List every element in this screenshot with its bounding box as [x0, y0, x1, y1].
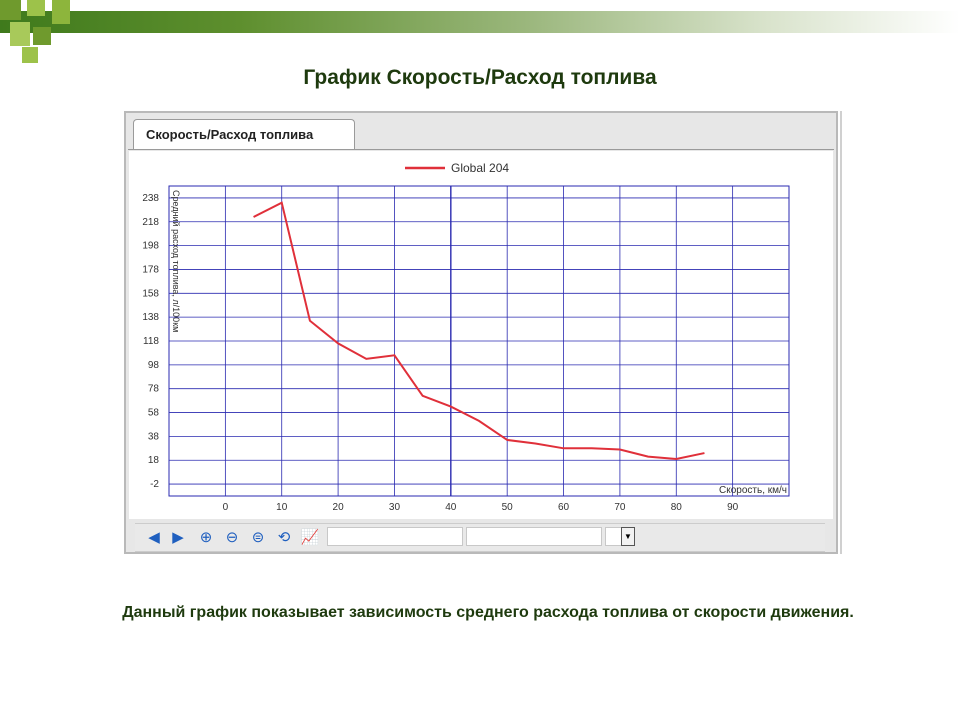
toolbar-field-1[interactable]	[327, 527, 463, 546]
series-line	[253, 201, 705, 461]
x-tick-label: 50	[502, 502, 514, 513]
zoom-out-icon[interactable]: ⊖	[225, 529, 239, 546]
chevron-down-icon[interactable]: ▼	[621, 527, 635, 546]
chart-window: Скорость/Расход топлива 0 10 20 30 40 50 60 70 8…	[124, 111, 838, 554]
tab-speed-fuel[interactable]: Скорость/Расход топлива	[133, 119, 355, 149]
chart-area: 0 10 20 30 40 50 60 70 80 90 -2 18 38 58 78 98 118 138 158…	[129, 151, 833, 519]
x-tick-label: 80	[671, 502, 683, 513]
refresh-icon[interactable]: ⟲	[277, 529, 291, 546]
y-tick-label: 98	[148, 360, 160, 371]
window-edge	[840, 111, 842, 554]
x-tick-label: 0	[223, 502, 229, 513]
decor-square	[10, 22, 30, 46]
x-tick-label: 60	[558, 502, 570, 513]
zoom-reset-icon[interactable]: ⊜	[251, 529, 265, 546]
decor-square	[33, 27, 51, 45]
zoom-in-icon[interactable]: ⊕	[199, 529, 213, 546]
toolbar-field-2[interactable]	[466, 527, 602, 546]
decor-square	[52, 0, 70, 24]
y-tick-label: 178	[142, 264, 159, 275]
y-axis-label: Средний расход топлива, л/100км	[171, 190, 181, 332]
decor-square	[0, 0, 21, 20]
y-tick-label: 218	[142, 217, 159, 228]
forward-arrow-icon[interactable]: ▶	[172, 529, 184, 546]
tab-divider	[128, 149, 834, 150]
x-tick-label: 70	[614, 502, 626, 513]
fuel-speed-chart: 0 10 20 30 40 50 60 70 80 90 -2 18 38 58 78 98 118 138 158…	[142, 161, 790, 513]
header-gradient-band	[0, 11, 960, 33]
x-tick-label: 90	[727, 502, 739, 513]
slide-caption: Данный график показывает зависимость сре…	[122, 604, 854, 621]
chart-icon[interactable]: 📈	[300, 529, 320, 546]
decor-square	[22, 47, 38, 63]
y-tick-label: 158	[142, 288, 159, 299]
y-tick-label: 198	[142, 241, 159, 252]
y-tick-label: 78	[148, 384, 160, 395]
y-tick-label: -2	[150, 479, 159, 490]
y-tick-label: 38	[148, 431, 160, 442]
y-tick-label: 58	[148, 408, 160, 419]
x-tick-label: 20	[333, 502, 345, 513]
x-axis-label: Скорость, км/ч	[719, 485, 787, 496]
decor-square	[27, 0, 45, 16]
y-tick-label: 118	[143, 336, 159, 347]
x-tick-label: 30	[389, 502, 401, 513]
y-tick-label: 138	[142, 312, 159, 323]
legend-label: Global 204	[451, 161, 509, 175]
x-tick-label: 10	[276, 502, 288, 513]
x-tick-label: 40	[445, 502, 457, 513]
back-arrow-icon[interactable]: ◀	[148, 529, 160, 546]
y-tick-label: 238	[142, 193, 159, 204]
slide-title: График Скорость/Расход топлива	[303, 66, 657, 89]
chart-toolbar: ◀ ▶ ⊕ ⊖ ⊜ ⟲ 📈 ▼	[135, 523, 825, 552]
y-tick-label: 18	[148, 455, 160, 466]
